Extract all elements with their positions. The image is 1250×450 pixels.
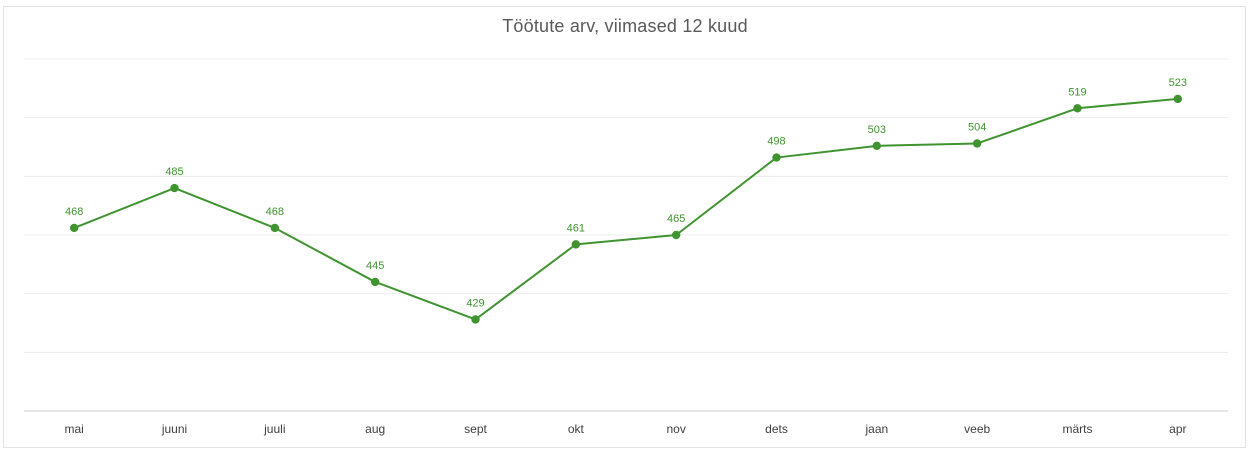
data-point	[170, 183, 179, 193]
data-label: 429	[466, 297, 484, 309]
data-point	[671, 230, 681, 240]
data-point	[270, 223, 280, 233]
x-tick-label: veeb	[964, 422, 990, 436]
data-point	[1073, 104, 1082, 113]
data-label: 445	[366, 260, 384, 272]
chart-frame	[3, 6, 1246, 448]
data-point	[772, 153, 781, 162]
series-line	[73, 97, 1178, 321]
x-axis-tick-labels: mai juuni juuli aug sept okt nov dets jaan veeb mä…	[64, 422, 1186, 436]
data-labels: 468 485 468 445 429 461 465 498 503 504 519 523	[65, 77, 1187, 310]
data-point	[972, 139, 982, 148]
data-point	[872, 141, 882, 151]
gridlines	[24, 58, 1228, 353]
data-label: 504	[968, 121, 986, 133]
data-point	[471, 315, 480, 324]
data-point	[1173, 94, 1183, 104]
data-points	[69, 94, 1183, 324]
x-tick-label: okt	[568, 422, 585, 436]
data-label: 519	[1068, 86, 1086, 98]
x-tick-label: aug	[365, 422, 385, 436]
data-point	[571, 240, 581, 249]
x-tick-label: sept	[464, 422, 487, 436]
data-label: 485	[165, 166, 183, 178]
data-point	[69, 223, 79, 233]
x-tick-label: jaan	[864, 422, 888, 436]
x-tick-label: juuni	[161, 422, 187, 436]
chart-title: Töötute arv, viimased 12 kuud	[502, 16, 748, 36]
x-tick-label: juuli	[263, 422, 285, 436]
data-label: 468	[266, 206, 284, 218]
x-tick-label: mai	[64, 422, 83, 436]
data-label: 498	[767, 136, 785, 148]
data-label: 503	[868, 124, 886, 136]
x-tick-label: dets	[765, 422, 788, 436]
data-label: 523	[1169, 77, 1187, 89]
data-label: 461	[567, 222, 585, 234]
data-label: 468	[65, 206, 83, 218]
x-tick-label: apr	[1169, 422, 1186, 436]
data-point	[370, 277, 380, 287]
x-tick-label: nov	[666, 422, 685, 436]
x-tick-label: märts	[1063, 422, 1093, 436]
data-label: 465	[667, 213, 685, 225]
